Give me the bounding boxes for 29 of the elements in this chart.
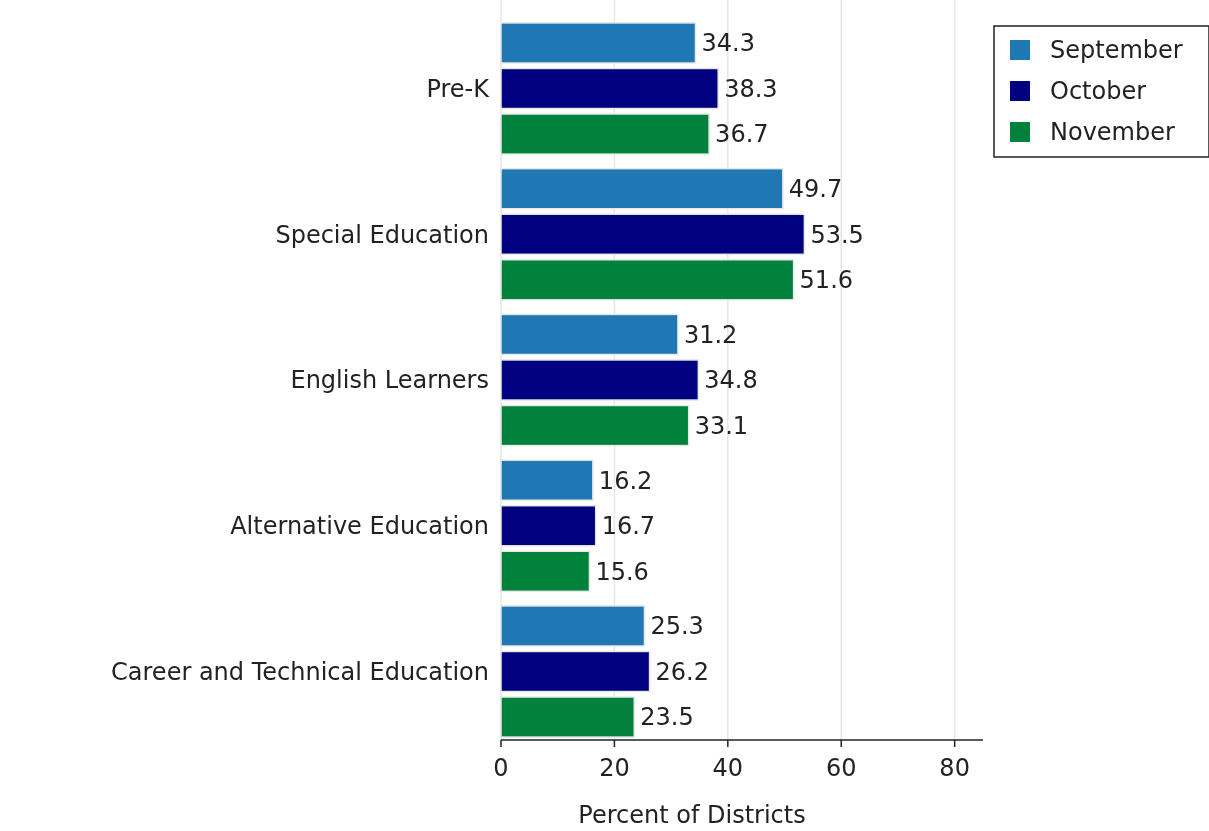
legend-label: October: [1050, 77, 1147, 106]
data-label: 34.3: [701, 29, 755, 58]
data-label: 53.5: [810, 220, 864, 249]
x-tick-label: 0: [493, 754, 509, 782]
y-tick-label: Alternative Education: [230, 512, 489, 541]
data-label: 25.3: [650, 612, 704, 641]
data-label: 31.2: [683, 320, 738, 349]
data-label: 26.2: [655, 657, 710, 686]
y-tick-label: Career and Technical Education: [111, 657, 489, 686]
data-label: 16.2: [598, 466, 653, 495]
x-tick-label: 40: [712, 754, 744, 782]
legend-label: November: [1050, 118, 1175, 147]
data-label: 16.7: [601, 512, 656, 541]
x-tick-label: 20: [599, 754, 630, 782]
x-axis-title: Percent of Districts: [578, 801, 806, 829]
data-label: 36.7: [715, 120, 769, 149]
data-label: 23.5: [640, 703, 694, 732]
x-tick-label: 80: [939, 754, 970, 782]
data-label: 51.6: [799, 266, 854, 295]
y-tick-label: Special Education: [275, 220, 489, 249]
data-label: 34.8: [704, 366, 758, 395]
data-label: 49.7: [788, 175, 843, 204]
data-label: 33.1: [694, 411, 749, 440]
legend-label: September: [1050, 36, 1183, 65]
y-tick-label: English Learners: [290, 366, 489, 395]
data-label: 38.3: [724, 74, 778, 103]
x-tick-label: 60: [825, 754, 857, 782]
y-tick-label: Pre-K: [426, 74, 491, 103]
data-label: 15.6: [595, 557, 649, 586]
